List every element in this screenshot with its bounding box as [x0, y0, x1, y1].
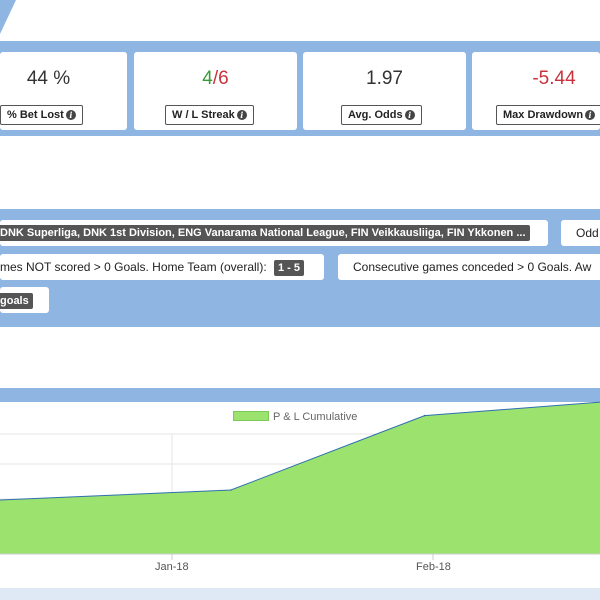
games-not-scored-tag: 1 - 5: [274, 260, 305, 276]
streak-label-text: W / L Streak: [172, 109, 235, 121]
x-tick-label-feb: Feb-18: [416, 561, 451, 573]
bet-lost-label[interactable]: % Bet Lost i: [0, 105, 83, 125]
bottom-strip: [0, 588, 600, 600]
drawdown-label-text: Max Drawdown: [503, 109, 584, 121]
leagues-filter[interactable]: DNK Superliga, DNK 1st Division, ENG Van…: [0, 220, 548, 246]
odds-filter[interactable]: Odd: [561, 220, 600, 246]
bet-lost-value: 44 %: [26, 68, 71, 89]
bet-lost-label-text: % Bet Lost: [7, 109, 64, 121]
pl-cumulative-chart: [0, 401, 600, 560]
streak-loss: 6: [218, 68, 229, 89]
info-icon[interactable]: i: [65, 110, 76, 120]
x-tick-label-jan: Jan-18: [155, 561, 189, 573]
games-not-scored-text: mes NOT scored > 0 Goals. Home Team (ove…: [0, 260, 267, 274]
leagues-tag: DNK Superliga, DNK 1st Division, ENG Van…: [0, 225, 530, 241]
streak-label[interactable]: W / L Streak i: [165, 105, 254, 125]
goals-filter[interactable]: goals: [0, 287, 49, 313]
pl-cumulative-line: [0, 401, 600, 501]
info-icon[interactable]: i: [404, 110, 415, 120]
drawdown-label[interactable]: Max Drawdown i: [496, 105, 600, 125]
streak-sep: /: [212, 68, 219, 89]
corner-tab: [0, 0, 16, 34]
stat-card-bet-lost: 44 % % Bet Lost i: [0, 52, 127, 130]
info-icon[interactable]: i: [236, 110, 247, 120]
goals-tag: goals: [0, 293, 33, 309]
drawdown-value: -5.44: [532, 68, 576, 89]
chart-band: [0, 388, 600, 402]
consecutive-conceded-filter[interactable]: Consecutive games conceded > 0 Goals. Aw: [338, 254, 600, 280]
legend-swatch: [233, 411, 269, 421]
legend-label: P & L Cumulative: [273, 411, 358, 423]
streak-value: 4/6: [134, 68, 297, 90]
avg-odds-label-text: Avg. Odds: [348, 109, 403, 121]
info-icon[interactable]: i: [585, 110, 596, 120]
data-point[interactable]: [423, 414, 426, 417]
games-not-scored-filter[interactable]: mes NOT scored > 0 Goals. Home Team (ove…: [0, 254, 324, 280]
streak-win: 4: [202, 68, 213, 89]
stat-card-drawdown: -5.44 Max Drawdown i: [472, 52, 600, 130]
avg-odds-label[interactable]: Avg. Odds i: [341, 105, 422, 125]
avg-odds-value: 1.97: [366, 68, 403, 89]
data-point[interactable]: [230, 489, 232, 491]
chart-legend[interactable]: P & L Cumulative: [233, 411, 357, 423]
stat-card-avg-odds: 1.97 Avg. Odds i: [303, 52, 466, 130]
stat-card-streak: 4/6 W / L Streak i: [134, 52, 297, 130]
pl-cumulative-area: [0, 402, 600, 554]
